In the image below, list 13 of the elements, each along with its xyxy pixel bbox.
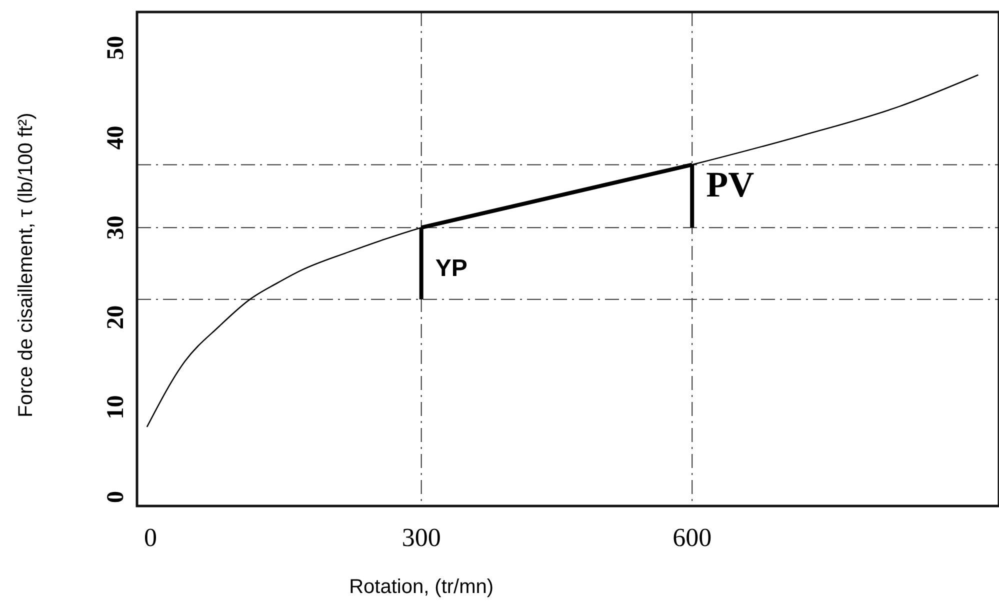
y-tick-label: 50 bbox=[103, 36, 129, 60]
y-tick-label: 30 bbox=[103, 216, 129, 240]
y-tick-label: 40 bbox=[103, 126, 129, 150]
y-axis-title: Force de cisaillement, τ (lb/100 ft²) bbox=[15, 112, 37, 418]
y-tick-label: 0 bbox=[103, 491, 129, 504]
annotation: YP bbox=[435, 254, 468, 282]
annotation: PV bbox=[706, 164, 754, 204]
y-tick-label: 20 bbox=[103, 305, 129, 330]
x-tick-label: 0 bbox=[144, 523, 158, 552]
y-tick-label: 10 bbox=[103, 395, 129, 420]
x-tick-label: 600 bbox=[672, 523, 712, 552]
x-axis-title: Rotation, (tr/mn) bbox=[349, 576, 494, 598]
x-tick-label: 300 bbox=[402, 523, 441, 552]
